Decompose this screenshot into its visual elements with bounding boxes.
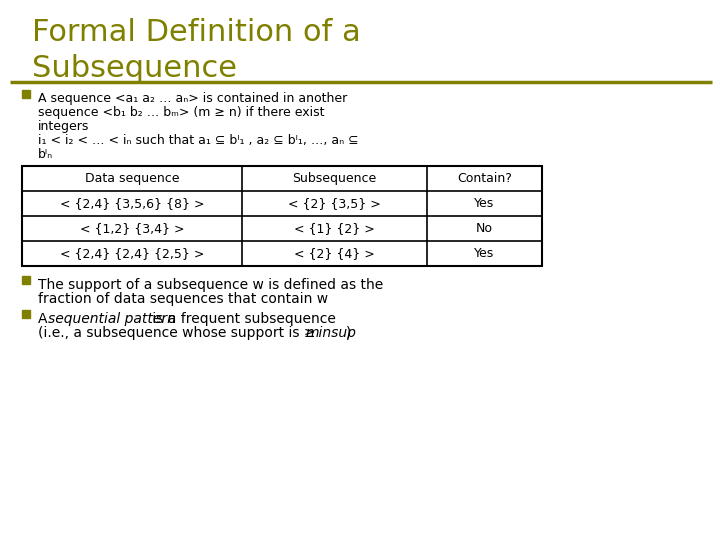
Text: bᴵₙ: bᴵₙ: [38, 148, 53, 161]
Text: < {1} {2} >: < {1} {2} >: [294, 222, 375, 235]
Text: Data sequence: Data sequence: [85, 172, 179, 185]
Text: Yes: Yes: [474, 247, 495, 260]
Text: integers: integers: [38, 120, 89, 133]
Text: < {2} {3,5} >: < {2} {3,5} >: [288, 197, 381, 210]
Text: sequential pattern: sequential pattern: [48, 312, 176, 326]
Bar: [22, 310, 30, 318]
Text: A sequence <a₁ a₂ … aₙ> is contained in another: A sequence <a₁ a₂ … aₙ> is contained in …: [38, 92, 347, 105]
Bar: [22, 166, 542, 266]
Text: ): ): [346, 326, 351, 340]
Text: No: No: [476, 222, 493, 235]
Text: < {1,2} {3,4} >: < {1,2} {3,4} >: [80, 222, 184, 235]
Text: fraction of data sequences that contain w: fraction of data sequences that contain …: [38, 292, 328, 306]
Text: A: A: [38, 312, 52, 326]
Text: i₁ < i₂ < … < iₙ such that a₁ ⊆ bᴵ₁ , a₂ ⊆ bᴵ₁, …, aₙ ⊆: i₁ < i₂ < … < iₙ such that a₁ ⊆ bᴵ₁ , a₂…: [38, 134, 359, 147]
Text: (i.e., a subsequence whose support is ≥: (i.e., a subsequence whose support is ≥: [38, 326, 320, 340]
Text: sequence <b₁ b₂ … bₘ> (m ≥ n) if there exist: sequence <b₁ b₂ … bₘ> (m ≥ n) if there e…: [38, 106, 325, 119]
Bar: [22, 276, 30, 284]
Bar: [22, 90, 30, 98]
Text: Subsequence: Subsequence: [32, 54, 237, 83]
Text: < {2,4} {3,5,6} {8} >: < {2,4} {3,5,6} {8} >: [60, 197, 204, 210]
Text: < {2,4} {2,4} {2,5} >: < {2,4} {2,4} {2,5} >: [60, 247, 204, 260]
Text: minsup: minsup: [306, 326, 357, 340]
Text: is a frequent subsequence: is a frequent subsequence: [148, 312, 336, 326]
Text: < {2} {4} >: < {2} {4} >: [294, 247, 375, 260]
Text: Subsequence: Subsequence: [292, 172, 377, 185]
Text: The support of a subsequence w is defined as the: The support of a subsequence w is define…: [38, 278, 383, 292]
Text: Yes: Yes: [474, 197, 495, 210]
Text: Formal Definition of a: Formal Definition of a: [32, 18, 361, 47]
Text: Contain?: Contain?: [457, 172, 512, 185]
